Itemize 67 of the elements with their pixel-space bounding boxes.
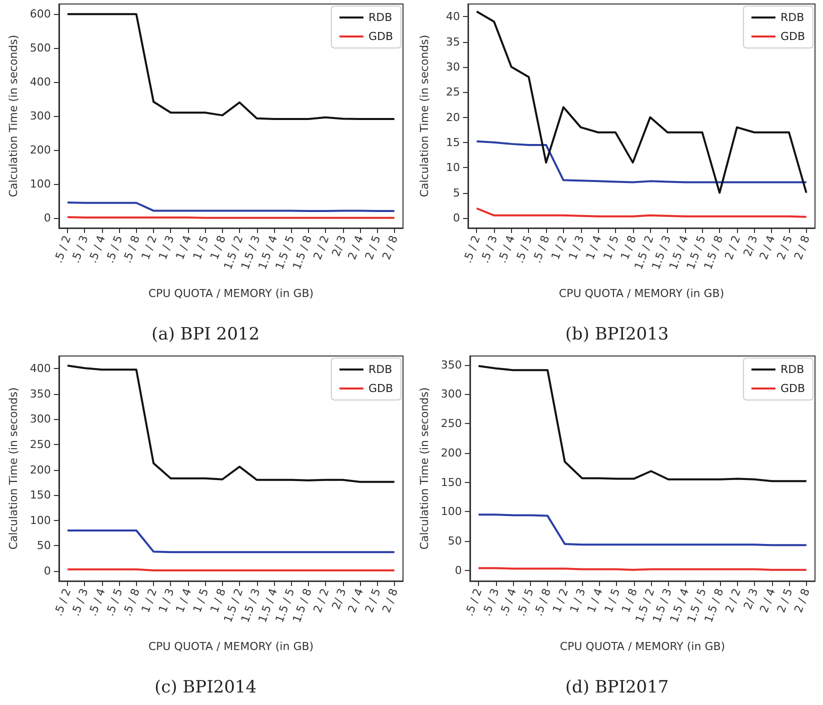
line-series [66,364,396,483]
y-tick-label: 150 [440,476,462,489]
y-tick-label: 35 [446,35,460,48]
y-axis-title: Calculation Time (in seconds) [418,387,431,550]
line-series [66,13,396,120]
x-tick-label: 2 / 2 [311,586,332,614]
line-series [66,202,396,212]
line-series [478,364,808,482]
text: (b) BPI2013 [565,324,669,344]
x-axis-title: CPU QUOTA / MEMORY (in GB) [148,287,314,300]
legend-label: GDB [368,30,394,43]
text: (a) BPI 2012 [151,324,260,344]
text: (d) BPI2017 [565,678,669,698]
y-tick-label: 10 [446,161,460,174]
y-tick-label: 5 [453,186,460,200]
y-tick-label: 25 [446,86,460,99]
y-tick-label: 0 [44,211,51,224]
y-axis-title: Calculation Time (in seconds) [7,34,20,198]
x-tick-label: .5 / 2 [52,234,74,265]
y-tick-label: 300 [440,388,462,401]
y-tick-label: 100 [30,514,51,527]
y-tick-label: 250 [30,438,51,451]
y-tick-label: 100 [30,177,51,190]
y-tick-label: 20 [446,110,460,124]
text: (c) BPI2014 [154,678,257,698]
x-tick-label: 2 / 2 [311,234,332,262]
legend-label: GDB [780,30,806,43]
line-series [476,140,808,184]
y-tick-label: 200 [30,143,51,156]
y-tick-label: 200 [440,446,462,460]
x-tick-label: 2 / 2 [722,234,744,262]
y-tick-label: 0 [454,564,462,577]
x-axis-title: CPU QUOTA / MEMORY (in GB) [558,287,724,300]
y-tick-label: 250 [440,417,462,430]
y-tick-label: 15 [446,136,460,149]
y-tick-label: 50 [448,534,462,548]
y-tick-label: 300 [30,412,51,426]
legend-label: RDB [368,363,392,376]
y-tick-label: 100 [440,505,462,518]
y-tick-label: 600 [30,8,51,21]
y-tick-label: 300 [30,110,51,122]
x-axis-title: CPU QUOTA / MEMORY (in GB) [148,640,314,653]
y-axis-title: Calculation Time (in seconds) [418,34,431,198]
y-tick-label: 350 [440,358,462,372]
y-tick-label: 500 [30,42,51,55]
y-tick-label: 0 [44,564,51,578]
legend-label: GDB [368,382,394,395]
line-series [476,10,808,194]
y-tick-label: 0 [453,211,460,224]
y-tick-label: 350 [30,387,51,400]
legend-label: RDB [368,11,392,24]
y-tick-label: 30 [446,60,460,74]
legend-label: GDB [780,382,806,395]
line-series [476,207,808,218]
legend-label: RDB [780,363,804,376]
y-tick-label: 400 [30,76,51,89]
x-tick-label: .5 / 2 [52,586,74,618]
x-tick-label: 2 / 2 [722,586,744,614]
x-axis-title: CPU QUOTA / MEMORY (in GB) [560,640,726,653]
y-tick-label: 150 [30,488,51,502]
y-tick-label: 50 [36,539,51,552]
y-tick-label: 200 [30,463,51,476]
y-axis-title: Calculation Time (in seconds) [7,387,20,550]
legend-label: RDB [780,11,804,24]
line-series [478,514,808,546]
y-tick-label: 40 [446,10,460,24]
y-tick-label: 400 [30,362,51,376]
